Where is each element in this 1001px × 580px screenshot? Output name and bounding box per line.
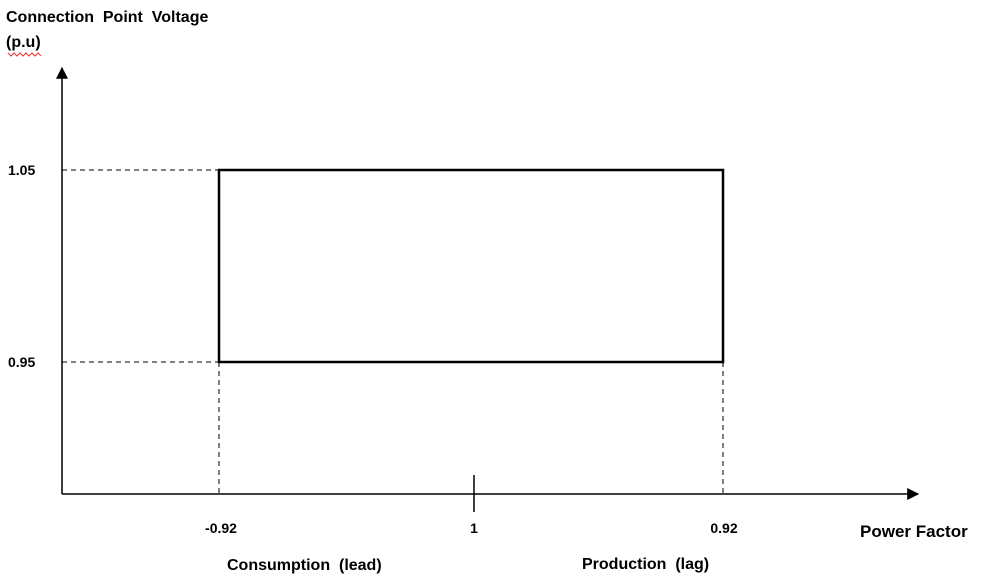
x-axis-title: Power Factor — [860, 522, 968, 541]
y-axis-title-line-1: Connection Point Voltage — [6, 9, 208, 26]
region-label-production: Production (lag) — [582, 556, 709, 573]
region-label-consumption: Consumption (lead) — [227, 557, 382, 574]
x-tick-label-neg-0-92: -0.92 — [205, 520, 237, 536]
x-tick-label-1: 1 — [470, 520, 478, 536]
operating-region-rect — [217, 168, 725, 364]
y-axis-title-line-2: (p.u) — [6, 34, 41, 51]
x-tick-label-0-92: 0.92 — [710, 520, 737, 536]
y-tick-label-1-05: 1.05 — [8, 162, 35, 178]
y-tick-label-0-95: 0.95 — [8, 354, 35, 370]
spellcheck-underline — [7, 52, 42, 57]
